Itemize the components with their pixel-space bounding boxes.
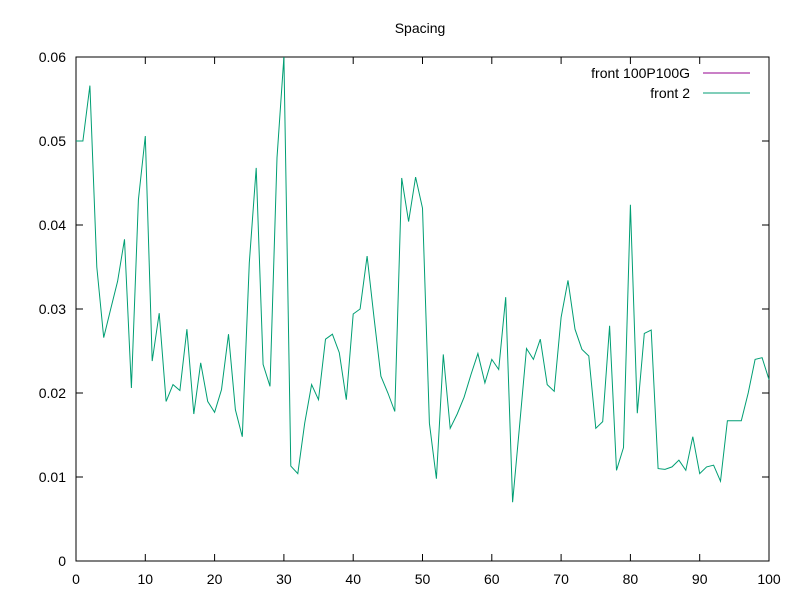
y-tick-label: 0.04 xyxy=(39,217,66,233)
legend-label-2: front 2 xyxy=(650,85,690,101)
x-tick-label: 90 xyxy=(692,571,708,587)
legend-label-1: front 100P100G xyxy=(591,65,690,81)
x-tick-label: 80 xyxy=(623,571,639,587)
series-line-2 xyxy=(76,56,770,503)
y-tick-label: 0.05 xyxy=(39,133,66,149)
y-tick-label: 0.02 xyxy=(39,385,66,401)
plot-frame xyxy=(75,56,770,562)
x-tick-label: 10 xyxy=(138,571,154,587)
series-lines xyxy=(76,56,770,503)
x-tick-label: 50 xyxy=(415,571,431,587)
x-tick-label: 40 xyxy=(345,571,361,587)
y-tick-label: 0 xyxy=(58,553,66,569)
x-tick-label: 20 xyxy=(207,571,223,587)
x-tick-label: 0 xyxy=(72,571,80,587)
y-tick-label: 0.06 xyxy=(39,49,66,65)
x-tick-label: 100 xyxy=(757,571,781,587)
y-tick-label: 0.01 xyxy=(39,469,66,485)
x-tick-label: 30 xyxy=(276,571,292,587)
x-tick-label: 70 xyxy=(553,571,569,587)
y-tick-label: 0.03 xyxy=(39,301,66,317)
x-tick-label: 60 xyxy=(484,571,500,587)
legend: front 100P100G front 2 xyxy=(591,65,750,101)
x-axis: 0 10 20 30 40 50 60 70 80 90 100 xyxy=(72,57,781,587)
chart-title: Spacing xyxy=(395,20,446,36)
y-axis: 0 0.01 0.02 0.03 0.04 0.05 0.06 xyxy=(39,49,769,569)
